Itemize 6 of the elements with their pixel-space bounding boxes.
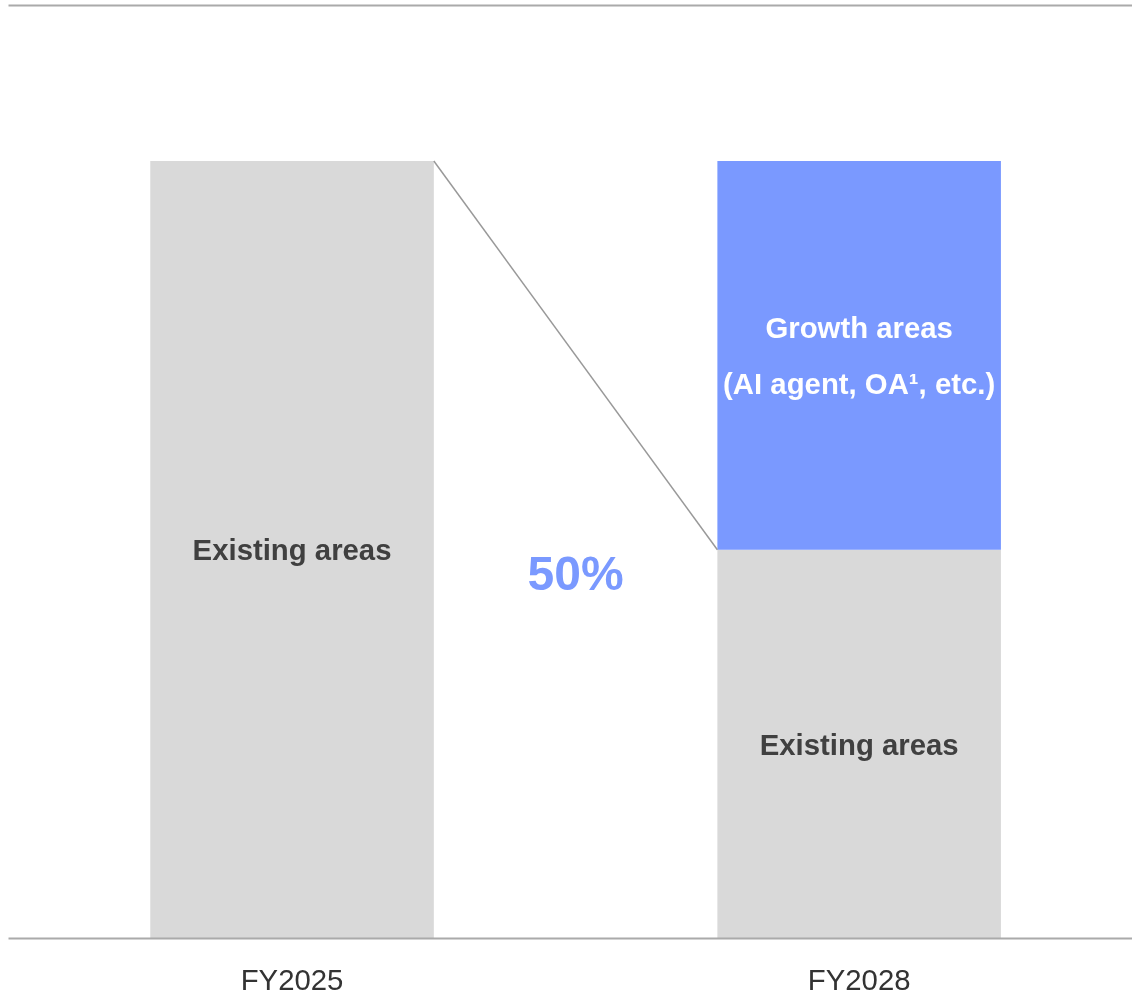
- x-tick-label: FY2028: [807, 962, 911, 996]
- x-tick-label: FY2025: [240, 962, 344, 996]
- series-label: Existing areas: [759, 727, 959, 761]
- series-label: Growth areas (AI agent, OA¹, etc.): [723, 310, 996, 400]
- text: Existing areas: [192, 533, 392, 567]
- annotation: 50%: [527, 546, 624, 600]
